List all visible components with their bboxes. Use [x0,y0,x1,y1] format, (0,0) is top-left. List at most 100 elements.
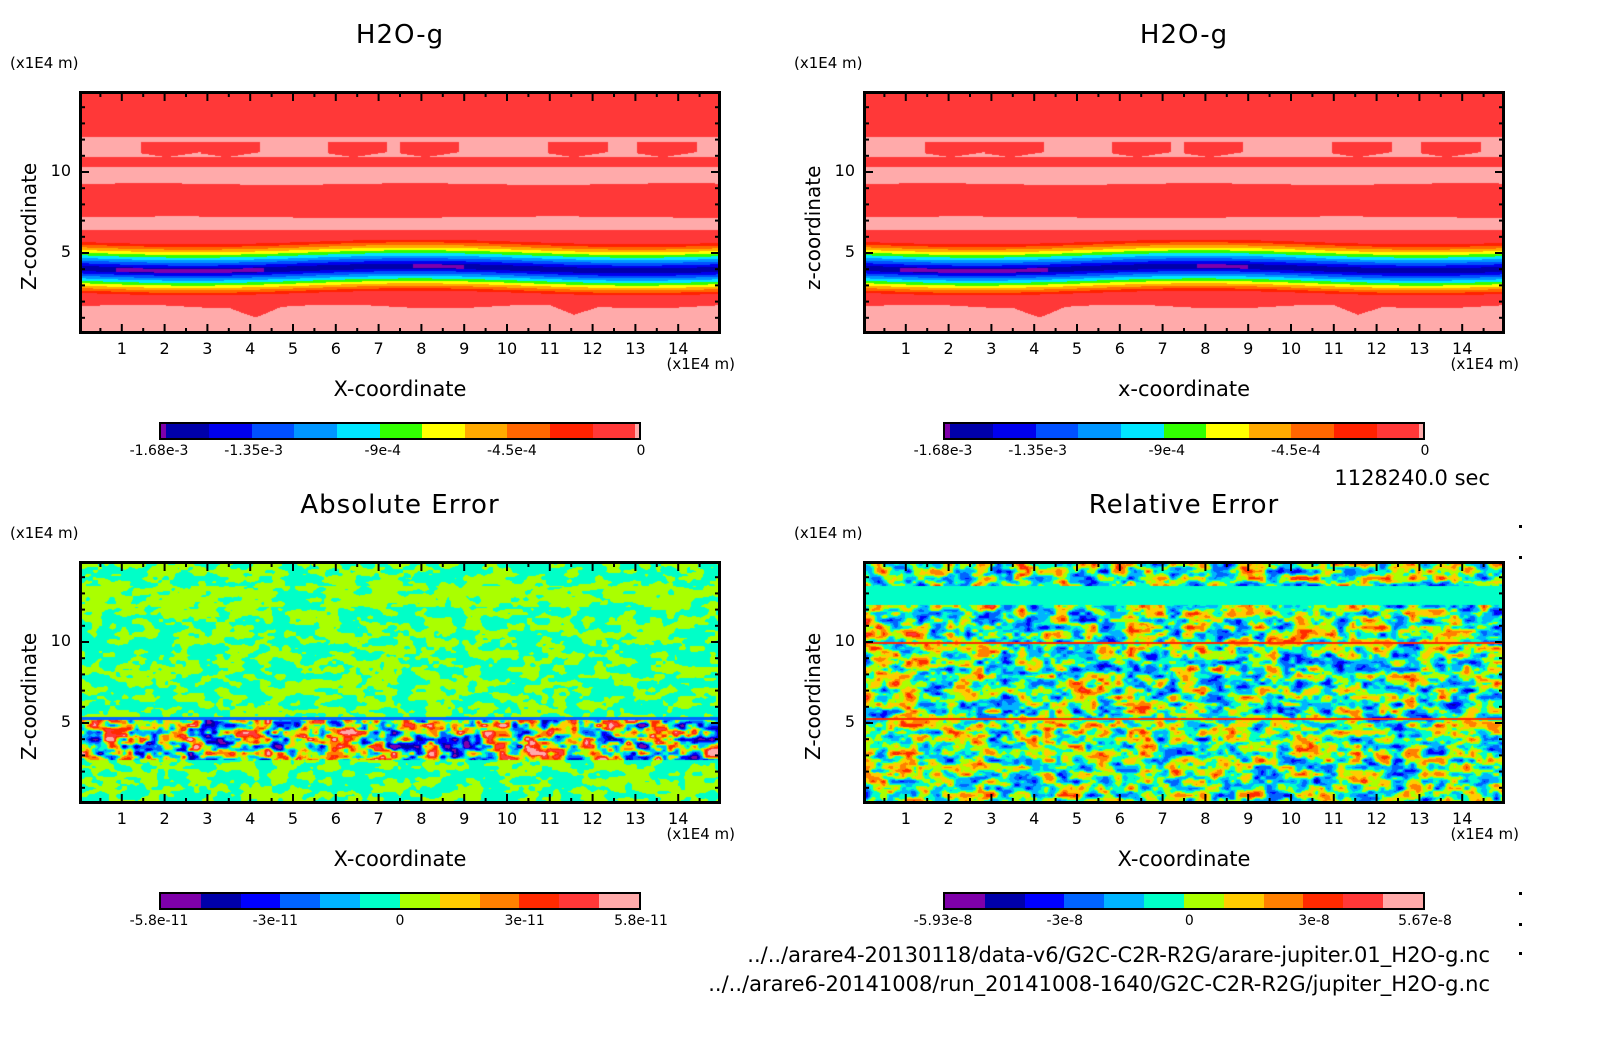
colorbar-swatch [1144,894,1184,908]
x-tick-label: 10 [496,339,518,358]
x-tick-label: 14 [668,809,689,828]
x-tick-label: 7 [1157,339,1168,358]
contour-field [866,564,1502,801]
colorbar-tick-label: 3e-8 [1298,913,1330,929]
colorbar-tick-label: -4.5e-4 [486,443,537,459]
colorbar-tick-label: -3e-8 [1046,913,1083,929]
colorbar [159,892,641,910]
x-tick-label: 6 [1114,339,1125,358]
colorbar-swatch [320,894,361,908]
time-label: 1128240.0 sec [1334,466,1490,490]
y-tick-label: 10 [834,161,855,180]
colorbar-swatch [1163,424,1207,438]
colorbar-swatch [599,894,639,908]
colorbar-swatch [360,894,400,908]
x-tick-label: 10 [1280,339,1302,358]
y-axis-unit: (x1E4 m) [10,54,79,72]
x-axis-label: X-coordinate [333,377,467,401]
panel-title: H2O-g [355,20,445,50]
x-tick-label: 3 [202,339,213,358]
plot-area [863,561,1505,804]
y-axis-label: z-coordinate [801,165,825,290]
colorbar-swatch [992,424,1036,438]
x-tick-label: 12 [1366,339,1387,358]
x-tick-label: 2 [159,809,170,828]
x-axis-label: X-coordinate [1117,847,1251,871]
plot-area [79,91,721,334]
x-tick-label: 12 [582,339,603,358]
y-tick-label: 10 [50,631,71,650]
colorbar-swatch [240,894,281,908]
y-tick-label: 5 [60,242,71,261]
contour-field [82,94,718,331]
x-tick-label: 13 [1409,809,1430,828]
x-tick-label: 10 [1280,809,1302,828]
colorbar-tick-label: 3e-11 [504,913,545,929]
x-tick-label: 6 [330,809,341,828]
marker-dot [1519,923,1522,926]
colorbar [943,892,1425,910]
colorbar-swatch [200,894,241,908]
x-tick-label: 6 [1114,809,1125,828]
x-tick-label: 13 [625,809,646,828]
colorbar-swatch [479,894,520,908]
colorbar-tick-label: 5.67e-8 [1398,913,1452,929]
colorbar-swatch [1064,894,1105,908]
colorbar-tick-label: 0 [1420,443,1430,459]
x-tick-label: 8 [416,339,427,358]
x-tick-label: 2 [943,339,954,358]
x-tick-label: 4 [245,339,256,358]
colorbar-swatch [1104,894,1145,908]
colorbar-tick-label: -5.8e-11 [129,913,189,929]
x-tick-label: 14 [668,339,689,358]
colorbar-swatch [422,424,465,438]
marker-dot [1519,952,1522,955]
x-axis-unit: (x1E4 m) [1450,355,1519,373]
colorbar-swatch [294,424,337,438]
colorbar-tick-label: -5.93e-8 [913,913,973,929]
colorbar-swatch [208,424,252,438]
colorbar-swatch [1343,894,1384,908]
colorbar-swatch [399,894,440,908]
colorbar-tick-label: 0 [636,443,646,459]
x-tick-label: 11 [539,809,560,828]
x-tick-label: 12 [582,809,603,828]
plot-area [863,91,1505,334]
colorbar-swatch [1078,424,1121,438]
colorbar-tick-label: -9e-4 [1148,443,1186,459]
y-tick-label: 5 [844,242,855,261]
colorbar-swatch [559,894,600,908]
x-tick-label: 6 [330,339,341,358]
x-axis-unit: (x1E4 m) [666,825,735,843]
x-tick-label: 5 [287,809,299,828]
contour-field [866,94,1502,331]
x-tick-label: 7 [373,339,384,358]
colorbar-swatch [950,424,993,438]
colorbar-swatch [519,894,560,908]
x-tick-label: 2 [943,809,954,828]
y-tick-label: 5 [60,712,71,731]
x-tick-label: 3 [986,809,997,828]
colorbar-tick-label: -1.35e-3 [224,443,284,459]
marker-dot [1519,525,1522,528]
x-tick-label: 1 [900,809,911,828]
x-tick-label: 11 [1323,339,1344,358]
colorbar-swatch [1303,894,1344,908]
x-tick-label: 1 [116,339,127,358]
colorbar-swatch [166,424,209,438]
y-axis-unit: (x1E4 m) [794,54,863,72]
marker-dot [1519,556,1522,559]
x-tick-label: 12 [1366,809,1387,828]
colorbar-swatch [984,894,1025,908]
colorbar-swatch [1120,424,1164,438]
x-tick-label: 5 [287,339,299,358]
x-tick-label: 11 [1323,809,1344,828]
x-tick-label: 11 [539,339,560,358]
panel-title: Absolute Error [300,490,500,520]
colorbar-tick-label: 5.8e-11 [614,913,668,929]
y-axis-unit: (x1E4 m) [794,524,863,542]
colorbar-swatch [1376,424,1420,438]
colorbar-swatch [161,894,201,908]
colorbar-swatch [251,424,295,438]
colorbar-tick-label: -9e-4 [364,443,402,459]
